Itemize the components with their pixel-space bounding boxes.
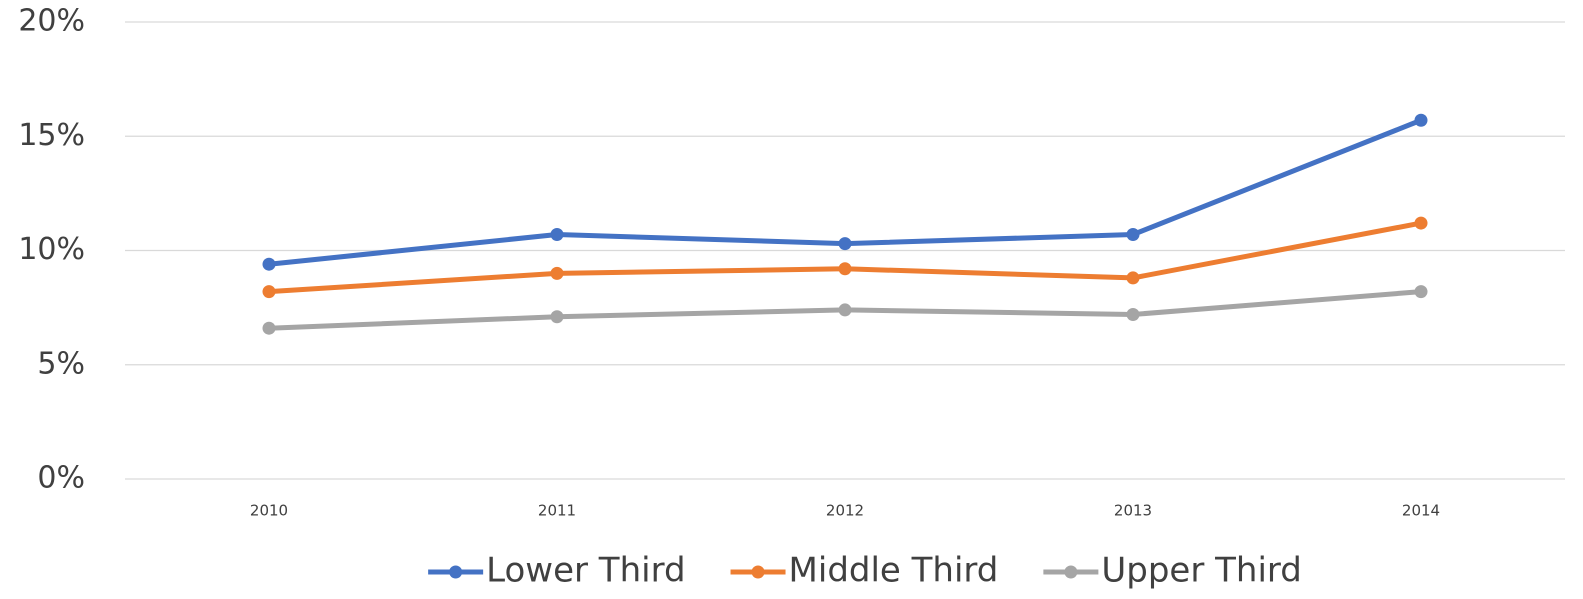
data-point bbox=[262, 257, 276, 271]
data-point bbox=[1414, 285, 1428, 299]
data-point bbox=[550, 266, 564, 280]
data-point bbox=[838, 237, 852, 251]
legend-marker bbox=[1064, 565, 1078, 579]
legend-label: Lower Third bbox=[486, 551, 685, 591]
x-tick-label: 2010 bbox=[250, 502, 288, 520]
data-point bbox=[838, 262, 852, 276]
legend-label: Upper Third bbox=[1101, 551, 1301, 591]
x-tick-label: 2011 bbox=[538, 502, 576, 520]
data-point bbox=[262, 321, 276, 335]
data-point bbox=[550, 310, 564, 324]
data-point bbox=[1414, 216, 1428, 230]
data-point bbox=[262, 285, 276, 299]
y-tick-label: 15% bbox=[18, 118, 85, 153]
data-point bbox=[1414, 113, 1428, 127]
data-point bbox=[1126, 271, 1140, 285]
y-tick-label: 0% bbox=[37, 461, 85, 496]
legend-marker bbox=[449, 565, 463, 579]
x-tick-label: 2014 bbox=[1402, 502, 1440, 520]
legend-label: Middle Third bbox=[789, 551, 999, 591]
data-point bbox=[838, 303, 852, 317]
x-tick-label: 2013 bbox=[1114, 502, 1152, 520]
data-point bbox=[1126, 307, 1140, 321]
y-tick-label: 10% bbox=[18, 232, 85, 267]
series-line bbox=[268, 220, 1422, 295]
x-tick-label: 2012 bbox=[826, 502, 864, 520]
legend-marker bbox=[751, 565, 765, 579]
y-tick-label: 20% bbox=[18, 4, 85, 39]
y-tick-label: 5% bbox=[37, 346, 85, 381]
data-point bbox=[1126, 228, 1140, 242]
data-point bbox=[550, 228, 564, 242]
